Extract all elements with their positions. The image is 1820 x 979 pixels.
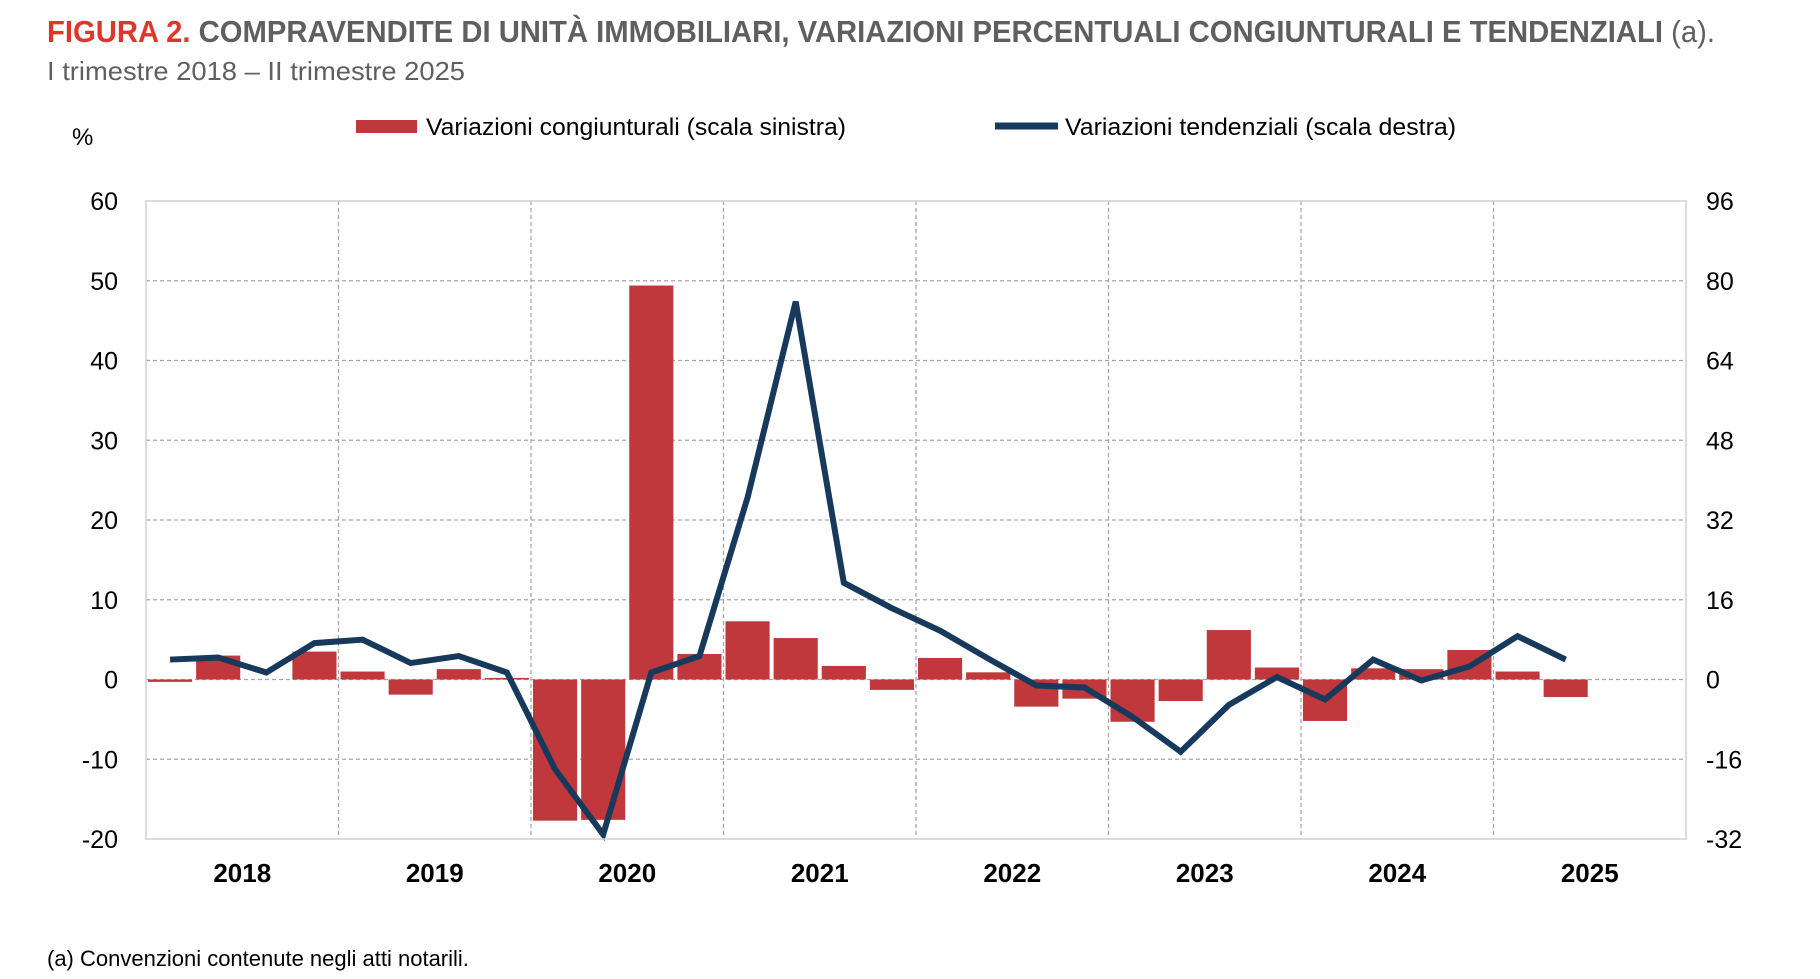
grid <box>146 201 1686 839</box>
legend-line-label: Variazioni tendenziali (scala destra) <box>1065 114 1456 141</box>
bar <box>726 621 770 679</box>
y-tick-right: 48 <box>1706 427 1734 455</box>
y-tick-right: -16 <box>1706 746 1742 774</box>
figure-title-suffix: (a). <box>1671 14 1715 49</box>
bar <box>966 672 1010 679</box>
figure-number: FIGURA 2. <box>47 14 191 49</box>
y-axis-unit: % <box>72 124 93 151</box>
bar <box>1159 680 1203 702</box>
y-tick-left: 0 <box>104 667 118 695</box>
bar <box>437 669 481 679</box>
trend-line <box>170 302 1566 835</box>
bar <box>148 680 192 682</box>
bar <box>1544 680 1588 698</box>
y-tick-left: 50 <box>90 268 118 296</box>
y-tick-right: 16 <box>1706 587 1734 615</box>
bar-series <box>148 286 1588 821</box>
bar <box>341 672 385 680</box>
x-tick-label: 2023 <box>1176 858 1234 888</box>
y-tick-left: 40 <box>90 348 118 376</box>
y-tick-left: 20 <box>90 507 118 535</box>
x-tick-label: 2024 <box>1368 858 1426 888</box>
bar <box>1496 672 1540 680</box>
bar <box>389 680 433 695</box>
bar <box>1207 630 1251 679</box>
x-tick-label: 2018 <box>213 858 271 888</box>
y-tick-left: 10 <box>90 587 118 615</box>
x-tick-label: 2019 <box>406 858 464 888</box>
y-tick-left: 60 <box>90 188 118 216</box>
footnote: (a) Convenzioni contenute negli atti not… <box>47 946 469 971</box>
y-tick-left: 30 <box>90 427 118 455</box>
y-tick-left: -20 <box>82 826 118 854</box>
bar <box>581 680 625 820</box>
y-tick-right: 32 <box>1706 507 1734 535</box>
bar <box>629 286 673 680</box>
y-tick-right: 96 <box>1706 188 1734 216</box>
bar <box>870 680 914 690</box>
bar <box>918 658 962 680</box>
y-tick-right: 80 <box>1706 268 1734 296</box>
bar <box>774 638 818 679</box>
figure-title: FIGURA 2. COMPRAVENDITE DI UNITÀ IMMOBIL… <box>47 14 1715 49</box>
figure-title-main: COMPRAVENDITE DI UNITÀ IMMOBILIARI, VARI… <box>199 14 1663 49</box>
x-tick-label: 2022 <box>983 858 1041 888</box>
y-tick-right: 0 <box>1706 667 1720 695</box>
legend-bar-label: Variazioni congiunturali (scala sinistra… <box>426 114 846 141</box>
y-tick-right: -32 <box>1706 826 1742 854</box>
bar <box>822 666 866 680</box>
x-tick-label: 2025 <box>1561 858 1619 888</box>
figure-subtitle: I trimestre 2018 – II trimestre 2025 <box>47 56 465 86</box>
line-series <box>170 302 1566 835</box>
bar <box>533 680 577 821</box>
legend-bar-swatch <box>356 120 417 133</box>
x-tick-label: 2021 <box>791 858 849 888</box>
x-tick-label: 2020 <box>598 858 656 888</box>
y-tick-left: -10 <box>82 746 118 774</box>
y-tick-right: 64 <box>1706 348 1734 376</box>
